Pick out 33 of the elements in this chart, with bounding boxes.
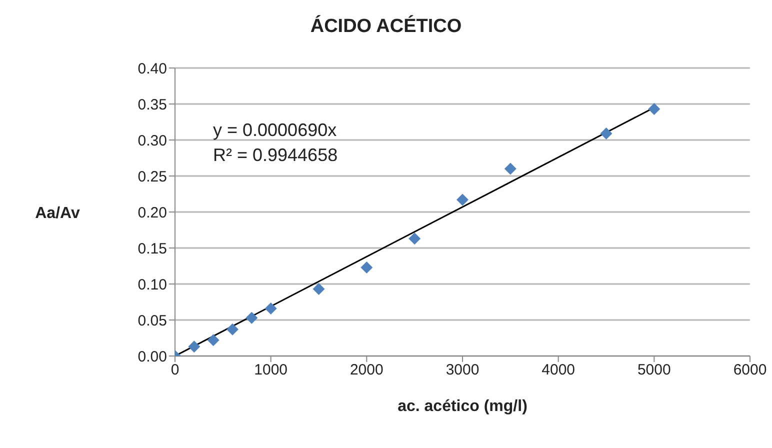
point <box>600 128 612 140</box>
point <box>226 323 238 336</box>
point <box>188 340 200 353</box>
annotation: R² = 0.9944658 <box>213 144 338 167</box>
point <box>456 194 468 206</box>
y-tick-label: 0.35 <box>138 96 167 114</box>
x-tick-label: 3000 <box>446 362 480 379</box>
annotation: y = 0.0000690x <box>213 119 338 142</box>
y-tick-label: 0.15 <box>138 240 167 258</box>
chart-title: ÁCIDO ACÉTICO <box>309 16 463 38</box>
point <box>264 302 277 314</box>
point <box>408 232 421 245</box>
point <box>207 334 220 346</box>
point <box>246 312 258 324</box>
point <box>504 162 516 175</box>
y-tick-label: 0.40 <box>138 60 167 78</box>
point <box>648 103 660 116</box>
x-tick-label: 0 <box>170 362 180 379</box>
y-tick-label: 0.00 <box>138 348 167 366</box>
x-tick-label: 5000 <box>637 362 671 379</box>
point <box>312 283 325 296</box>
y-tick-label: 0.05 <box>138 312 167 330</box>
point <box>360 261 373 274</box>
y-tick-label: 0.25 <box>138 168 167 186</box>
x-axis-title: ac. acético (mg/l) <box>396 398 528 416</box>
y-tick-label: 0.30 <box>138 132 167 150</box>
y-tick-label: 0.20 <box>138 204 167 222</box>
x-tick-label: 2000 <box>350 362 384 379</box>
y-axis-title: Aa/Av <box>34 205 81 223</box>
y-tick-label: 0.10 <box>138 276 167 294</box>
x-tick-label: 1000 <box>254 362 288 379</box>
x-tick-label: 4000 <box>542 362 576 379</box>
x-tick-label: 6000 <box>733 362 767 379</box>
